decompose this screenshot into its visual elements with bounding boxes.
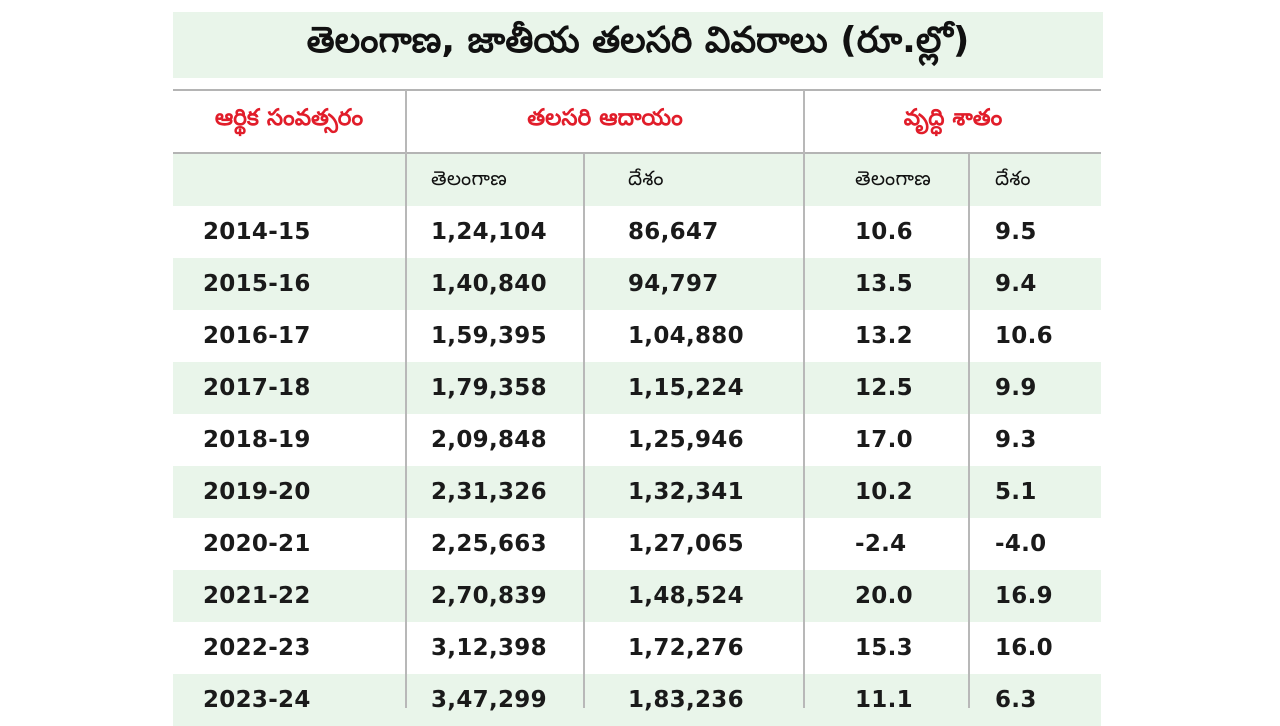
income-telangana-cell: 2,70,839	[431, 583, 547, 609]
growth-country-cell: 9.5	[995, 219, 1037, 245]
growth-telangana-cell: 13.2	[855, 323, 913, 349]
table-row: 2023-24 3,47,299 1,83,236 11.1 6.3	[173, 674, 1101, 726]
growth-telangana-cell: -2.4	[855, 531, 907, 557]
year-cell: 2017-18	[203, 375, 311, 401]
growth-telangana-cell: 10.6	[855, 219, 913, 245]
growth-country-cell: 16.9	[995, 583, 1053, 609]
income-country-cell: 1,27,065	[628, 531, 744, 557]
growth-country-cell: -4.0	[995, 531, 1047, 557]
year-cell: 2015-16	[203, 271, 311, 297]
year-cell: 2016-17	[203, 323, 311, 349]
income-country-cell: 1,83,236	[628, 687, 744, 713]
growth-telangana-cell: 17.0	[855, 427, 913, 453]
year-cell: 2022-23	[203, 635, 311, 661]
year-cell: 2019-20	[203, 479, 311, 505]
growth-country-cell: 9.4	[995, 271, 1037, 297]
income-country-cell: 1,04,880	[628, 323, 744, 349]
growth-country-cell: 16.0	[995, 635, 1053, 661]
income-country-cell: 1,25,946	[628, 427, 744, 453]
growth-country-cell: 5.1	[995, 479, 1037, 505]
income-telangana-cell: 3,12,398	[431, 635, 547, 661]
table-row: 2021-22 2,70,839 1,48,524 20.0 16.9	[173, 570, 1101, 622]
growth-telangana-cell: 20.0	[855, 583, 913, 609]
income-country-cell: 86,647	[628, 219, 719, 245]
income-country-cell: 94,797	[628, 271, 719, 297]
income-telangana-cell: 1,40,840	[431, 271, 547, 297]
subheader-growth-country: దేశం	[995, 165, 1031, 190]
growth-country-cell: 9.3	[995, 427, 1037, 453]
table-row: 2015-16 1,40,840 94,797 13.5 9.4	[173, 258, 1101, 310]
growth-telangana-cell: 15.3	[855, 635, 913, 661]
header-income: తలసరి ఆదాయం	[527, 105, 683, 131]
growth-telangana-cell: 10.2	[855, 479, 913, 505]
table-row: 2017-18 1,79,358 1,15,224 12.5 9.9	[173, 362, 1101, 414]
table-row: 2019-20 2,31,326 1,32,341 10.2 5.1	[173, 466, 1101, 518]
growth-telangana-cell: 12.5	[855, 375, 913, 401]
top-rule	[173, 89, 1101, 91]
table-row: 2014-15 1,24,104 86,647 10.6 9.5	[173, 206, 1101, 258]
table-title: తెలంగాణ, జాతీయ తలసరి వివరాలు (రూ.ల్లో)	[173, 12, 1103, 78]
income-country-cell: 1,48,524	[628, 583, 744, 609]
table-row: 2018-19 2,09,848 1,25,946 17.0 9.3	[173, 414, 1101, 466]
income-country-cell: 1,72,276	[628, 635, 744, 661]
income-telangana-cell: 1,59,395	[431, 323, 547, 349]
income-telangana-cell: 2,09,848	[431, 427, 547, 453]
income-telangana-cell: 2,31,326	[431, 479, 547, 505]
per-capita-table: తెలంగాణ, జాతీయ తలసరి వివరాలు (రూ.ల్లో) ఆ…	[173, 12, 1103, 726]
year-cell: 2018-19	[203, 427, 311, 453]
table-row: 2016-17 1,59,395 1,04,880 13.2 10.6	[173, 310, 1101, 362]
income-telangana-cell: 1,24,104	[431, 219, 547, 245]
growth-telangana-cell: 13.5	[855, 271, 913, 297]
year-cell: 2021-22	[203, 583, 311, 609]
subheader-row: తెలంగాణ దేశం తెలంగాణ దేశం	[173, 154, 1101, 206]
growth-telangana-cell: 11.1	[855, 687, 913, 713]
subheader-growth-telangana: తెలంగాణ	[855, 165, 932, 190]
table-row: 2022-23 3,12,398 1,72,276 15.3 16.0	[173, 622, 1101, 674]
growth-country-cell: 9.9	[995, 375, 1037, 401]
income-telangana-cell: 3,47,299	[431, 687, 547, 713]
table-row: 2020-21 2,25,663 1,27,065 -2.4 -4.0	[173, 518, 1101, 570]
year-cell: 2020-21	[203, 531, 311, 557]
header-growth: వృద్ధి శాతం	[903, 105, 1003, 131]
divider-income	[583, 154, 585, 708]
income-telangana-cell: 2,25,663	[431, 531, 547, 557]
header-rule	[173, 152, 1101, 154]
divider-main	[803, 90, 805, 708]
subheader-income-telangana: తెలంగాణ	[431, 165, 508, 190]
income-country-cell: 1,32,341	[628, 479, 744, 505]
header-year: ఆర్థిక సంవత్సరం	[214, 105, 364, 131]
year-cell: 2023-24	[203, 687, 311, 713]
subheader-income-country: దేశం	[628, 165, 664, 190]
year-cell: 2014-15	[203, 219, 311, 245]
growth-country-cell: 6.3	[995, 687, 1037, 713]
income-telangana-cell: 1,79,358	[431, 375, 547, 401]
divider-growth	[968, 154, 970, 708]
growth-country-cell: 10.6	[995, 323, 1053, 349]
income-country-cell: 1,15,224	[628, 375, 744, 401]
divider-year	[405, 90, 407, 708]
